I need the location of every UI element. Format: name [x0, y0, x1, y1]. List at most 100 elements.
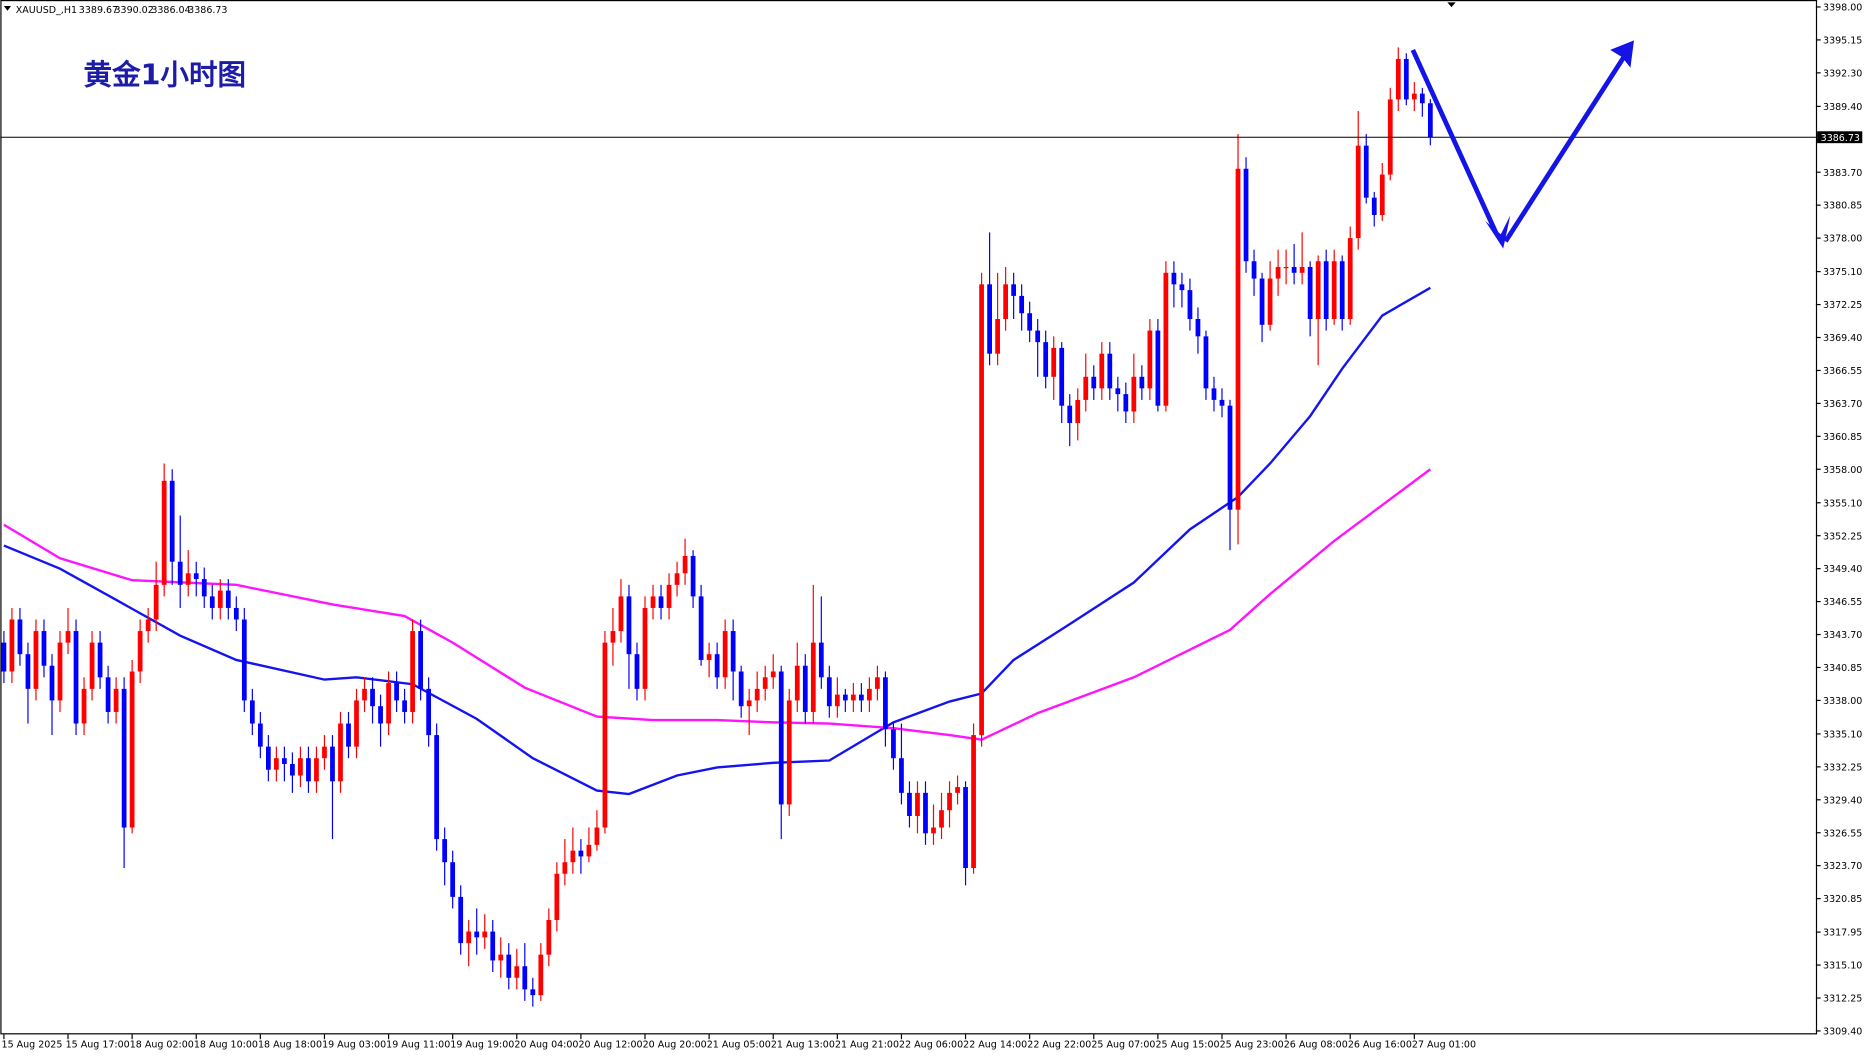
- ohlc-high: 3390.02: [114, 5, 153, 16]
- candle-body: [458, 896, 464, 944]
- candle-body: [1075, 399, 1081, 424]
- candle-body: [33, 631, 39, 689]
- candle-body: [810, 642, 816, 712]
- candle-body: [1339, 261, 1345, 320]
- x-tick-label: 27 Aug 01:00: [1412, 1039, 1476, 1050]
- candle-body: [201, 579, 207, 597]
- y-tick-label: 3363.70: [1823, 399, 1862, 410]
- candle-body: [730, 631, 736, 672]
- x-tick-label: 21 Aug 05:00: [707, 1039, 771, 1050]
- candle-body: [842, 694, 848, 701]
- candle-body: [1147, 330, 1153, 389]
- candle-body: [1019, 295, 1025, 314]
- candle-body: [113, 688, 119, 712]
- candle-body: [1003, 284, 1008, 320]
- candle-body: [394, 683, 399, 701]
- ohlc-low: 3386.04: [151, 5, 190, 16]
- candle-body: [514, 966, 520, 978]
- candle-body: [209, 596, 215, 608]
- candle-body: [746, 700, 752, 707]
- candle-body: [1219, 399, 1225, 406]
- y-tick-label: 3323.70: [1823, 861, 1862, 872]
- y-tick-label: 3329.40: [1823, 795, 1862, 806]
- candle-body: [939, 810, 944, 828]
- candle-body: [1331, 261, 1337, 320]
- y-tick-label: 3352.25: [1823, 531, 1862, 542]
- candle-body: [1059, 347, 1065, 406]
- candle-body: [418, 631, 423, 689]
- menu-icon: [3, 5, 12, 11]
- moving-average-line: [3, 468, 1432, 741]
- candle-body: [1283, 267, 1289, 269]
- candle-body: [346, 723, 351, 747]
- x-tick-label: 22 Aug 22:00: [1027, 1039, 1091, 1050]
- x-tick-label: 19 Aug 11:00: [386, 1039, 450, 1050]
- candle-body: [610, 631, 616, 643]
- candle-body: [971, 735, 976, 868]
- y-tick-label: 3392.30: [1823, 68, 1862, 79]
- candle-body: [426, 688, 432, 736]
- candle-body: [241, 619, 247, 701]
- candle-body: [706, 654, 712, 660]
- candle-body: [1043, 342, 1049, 377]
- y-tick-label: 3335.10: [1823, 729, 1862, 740]
- y-tick-label: 3375.10: [1823, 267, 1862, 278]
- moving-average-line: [3, 286, 1431, 796]
- chart-title: 黄金1小时图: [84, 58, 246, 91]
- y-tick-label: 3349.40: [1823, 564, 1862, 575]
- candle-body: [73, 631, 79, 724]
- candle-body: [586, 844, 592, 857]
- candle-body: [153, 584, 159, 620]
- candle-body: [826, 677, 832, 707]
- forecast-arrow: [1410, 48, 1629, 243]
- candle-body: [161, 480, 167, 585]
- y-tick-label: 3369.40: [1823, 333, 1862, 344]
- candle-body: [931, 827, 936, 834]
- candle-body: [1, 642, 7, 672]
- candle-body: [1363, 145, 1369, 198]
- candle-body: [1411, 93, 1417, 100]
- candle-body: [1091, 376, 1097, 389]
- x-tick-label: 15 Aug 2025: [2, 1039, 63, 1050]
- candle-body: [1131, 376, 1137, 412]
- candle-body: [690, 555, 696, 597]
- candle-body: [762, 677, 768, 689]
- y-tick-label: 3340.85: [1823, 663, 1862, 674]
- plot-area: 3398.00 3395.15 3392.30 3389.40 3383.70 3380.…: [0, 3, 1863, 1050]
- candle-body: [17, 619, 23, 655]
- candle-body: [915, 792, 920, 816]
- candle-body: [105, 677, 111, 712]
- candle-body: [249, 700, 255, 724]
- candle-body: [1395, 58, 1401, 100]
- candle-body: [570, 850, 576, 863]
- candle-body: [979, 284, 984, 736]
- candle-body: [1171, 272, 1177, 285]
- candle-body: [1011, 284, 1017, 296]
- current-price-box: [1817, 131, 1863, 144]
- candle-body: [947, 792, 952, 811]
- y-tick-label: 3332.25: [1823, 762, 1862, 773]
- candle-body: [867, 688, 872, 701]
- candle-body: [738, 671, 744, 707]
- y-tick-label: 3366.55: [1823, 366, 1862, 377]
- y-tick-label: 3326.55: [1823, 828, 1862, 839]
- candle-body: [891, 729, 896, 759]
- candle-body: [578, 850, 584, 857]
- x-tick-label: 26 Aug 16:00: [1348, 1039, 1412, 1050]
- candle-body: [233, 607, 239, 620]
- x-tick-label: 20 Aug 04:00: [514, 1039, 578, 1050]
- candle-body: [25, 654, 31, 689]
- candle-body: [370, 688, 375, 707]
- candle-body: [658, 596, 664, 608]
- candle-body: [698, 596, 704, 660]
- candle-body: [786, 700, 792, 805]
- candle-body: [466, 931, 472, 944]
- candle-body: [1203, 336, 1209, 389]
- y-tick-label: 3358.00: [1823, 465, 1862, 476]
- candle-body: [1211, 388, 1217, 400]
- candle-body: [522, 966, 528, 990]
- x-tick-label: 20 Aug 12:00: [579, 1039, 643, 1050]
- candle-body: [9, 619, 15, 672]
- arrow-up: [1503, 51, 1629, 243]
- candle-body: [1291, 267, 1297, 273]
